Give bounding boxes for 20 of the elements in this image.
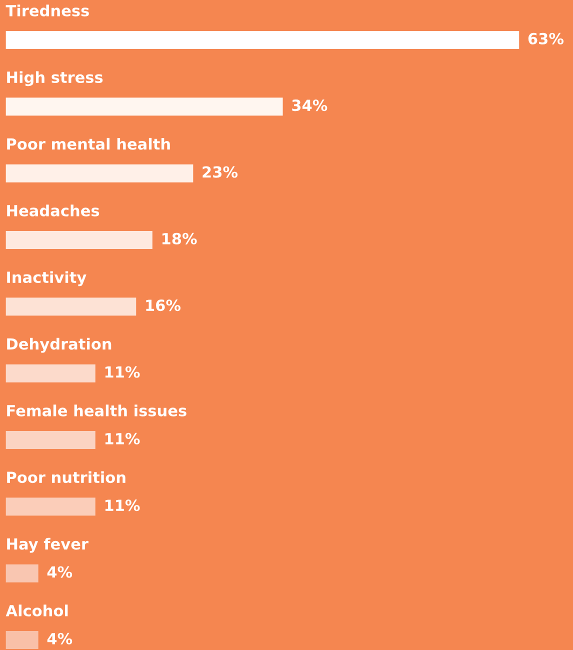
y-tick-label: Inactivity [7, 271, 86, 286]
data-label: 16% [146, 300, 181, 312]
y-tick-label: Hay fever [7, 538, 88, 553]
y-tick-label: Dehydration [7, 338, 112, 353]
data-label: 11% [105, 366, 140, 378]
data-label: 11% [105, 500, 140, 512]
data-label: 4% [47, 632, 72, 644]
y-tick-label: Poor nutrition [7, 471, 126, 484]
y-tick-label: Poor mental health [7, 138, 170, 150]
y-tick-label: Alcohol [6, 604, 68, 616]
data-label: 18% [162, 232, 197, 244]
y-tick-label: Tiredness [6, 4, 89, 16]
data-label: 34% [292, 100, 328, 112]
data-label: 23% [202, 166, 238, 178]
data-label: 11% [105, 432, 140, 444]
data-label: 63% [528, 32, 564, 44]
y-tick-label: Headaches [7, 204, 100, 216]
y-tick-label: High stress [7, 71, 103, 86]
y-tick-label: Female health issues [7, 404, 186, 416]
data-label: 4% [47, 566, 72, 578]
